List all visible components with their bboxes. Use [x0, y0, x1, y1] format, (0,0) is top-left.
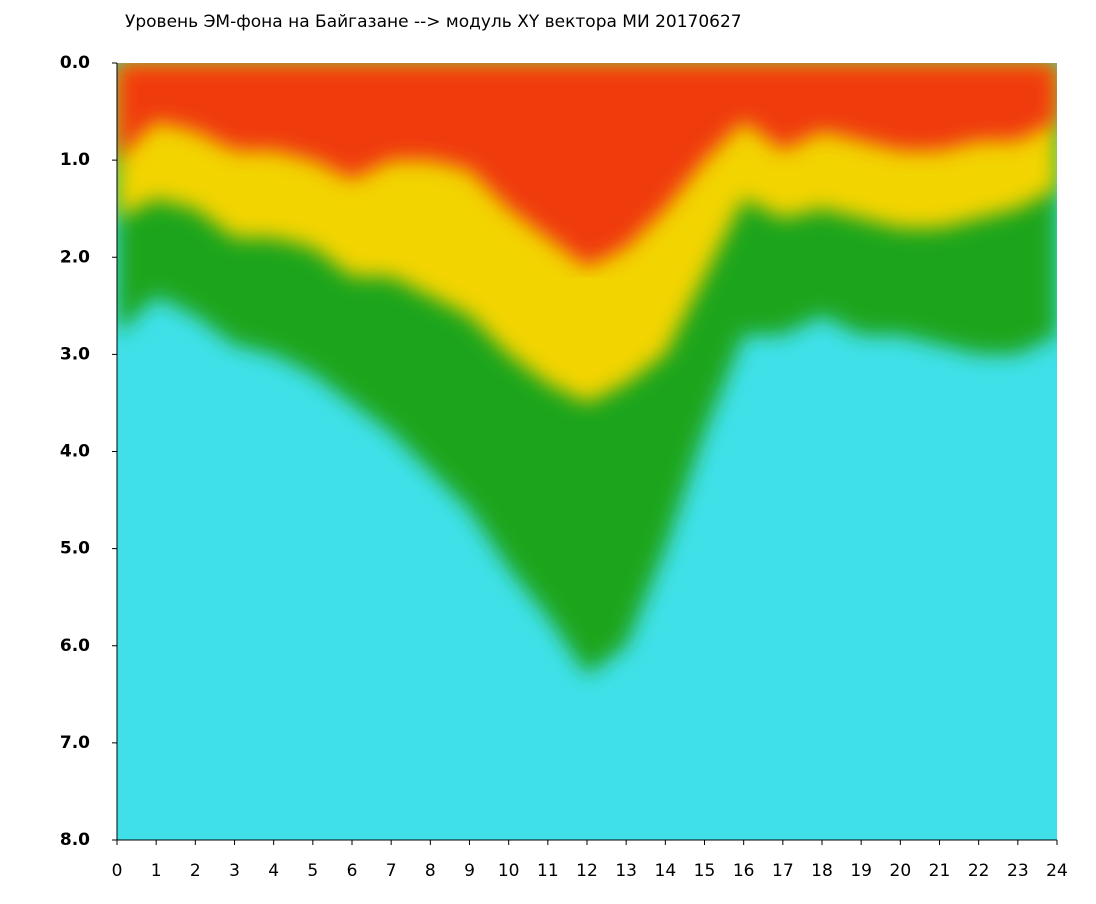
y-tick-label: 7.0 — [60, 733, 90, 753]
x-tick-label: 20 — [890, 861, 912, 881]
x-tick-label: 2 — [190, 861, 201, 881]
x-tick-label: 0 — [112, 861, 123, 881]
x-tick-label: 10 — [498, 861, 520, 881]
x-tick-label: 18 — [811, 861, 833, 881]
x-tick-label: 3 — [229, 861, 240, 881]
x-tick-label: 17 — [772, 861, 794, 881]
x-tick-label: 8 — [425, 861, 436, 881]
x-tick-label: 22 — [968, 861, 990, 881]
x-tick-label: 15 — [694, 861, 716, 881]
plot-area — [117, 63, 1057, 675]
x-tick-label: 14 — [655, 861, 677, 881]
y-tick-label: 2.0 — [60, 247, 90, 267]
x-tick-label: 13 — [615, 861, 637, 881]
x-tick-label: 11 — [537, 861, 559, 881]
x-tick-label: 12 — [576, 861, 598, 881]
x-tick-label: 1 — [151, 861, 162, 881]
x-tick-label: 9 — [464, 861, 475, 881]
chart-title: Уровень ЭМ-фона на Байгазане --> модуль … — [125, 12, 742, 32]
y-tick-label: 1.0 — [60, 150, 90, 170]
x-tick-label: 23 — [1007, 861, 1029, 881]
y-tick-label: 0.0 — [60, 53, 90, 73]
x-tick-label: 24 — [1046, 861, 1068, 881]
x-tick-label: 21 — [929, 861, 951, 881]
x-tick-label: 7 — [386, 861, 397, 881]
y-tick-label: 4.0 — [60, 442, 90, 462]
y-tick-label: 5.0 — [60, 539, 90, 559]
x-tick-label: 5 — [307, 861, 318, 881]
y-tick-label: 6.0 — [60, 636, 90, 656]
x-tick-label: 19 — [850, 861, 872, 881]
density-band — [117, 63, 1057, 267]
y-tick-label: 3.0 — [60, 344, 90, 364]
x-tick-label: 4 — [268, 861, 279, 881]
x-tick-label: 6 — [347, 861, 358, 881]
x-tick-label: 16 — [733, 861, 755, 881]
y-tick-label: 8.0 — [60, 830, 90, 850]
